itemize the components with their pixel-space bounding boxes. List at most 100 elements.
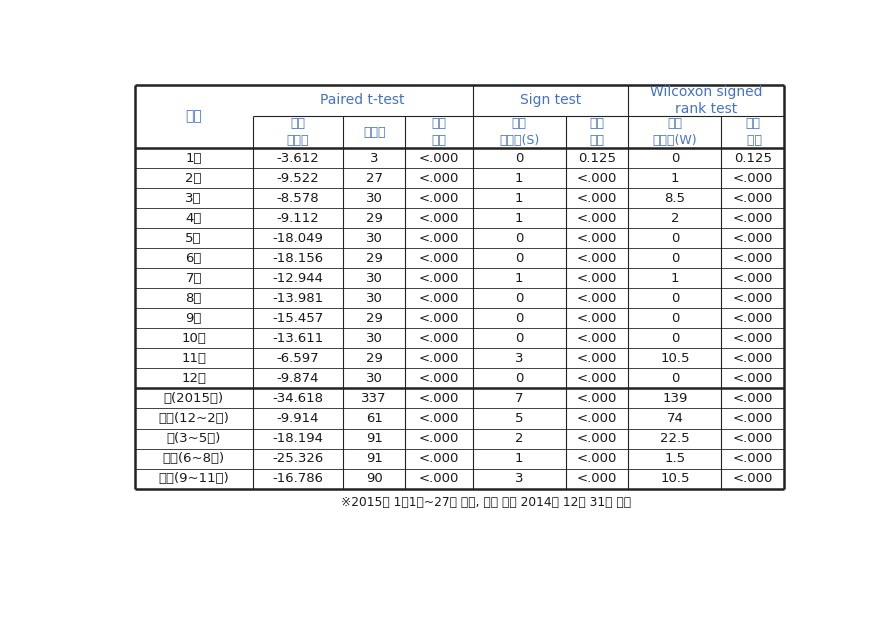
Text: 0: 0	[671, 252, 679, 265]
Text: <.000: <.000	[732, 412, 773, 425]
Text: 0: 0	[671, 332, 679, 345]
Text: 1: 1	[670, 172, 679, 185]
Text: 30: 30	[366, 332, 383, 345]
Text: 30: 30	[366, 232, 383, 245]
Text: 0: 0	[515, 152, 523, 165]
Text: 4월: 4월	[185, 212, 202, 225]
Text: 91: 91	[366, 452, 383, 465]
Text: -15.457: -15.457	[272, 312, 323, 325]
Text: 1월: 1월	[185, 152, 202, 165]
Text: <.000: <.000	[732, 191, 773, 205]
Text: 1: 1	[515, 172, 523, 185]
Text: <.000: <.000	[419, 372, 459, 385]
Text: 유의
확률: 유의 확률	[589, 118, 604, 147]
Text: <.000: <.000	[577, 412, 617, 425]
Text: -18.156: -18.156	[272, 252, 323, 265]
Text: <.000: <.000	[577, 392, 617, 405]
Text: -9.112: -9.112	[277, 212, 320, 225]
Text: -25.326: -25.326	[272, 452, 323, 465]
Text: -3.612: -3.612	[277, 152, 320, 165]
Text: -9.874: -9.874	[277, 372, 320, 385]
Text: 연(2015년): 연(2015년)	[164, 392, 223, 405]
Text: <.000: <.000	[732, 372, 773, 385]
Text: 2: 2	[670, 212, 679, 225]
Text: 유의
확률: 유의 확률	[432, 118, 447, 147]
Text: 0: 0	[515, 372, 523, 385]
Text: -6.597: -6.597	[277, 352, 320, 365]
Text: 기간: 기간	[185, 109, 202, 124]
Text: <.000: <.000	[577, 232, 617, 245]
Text: <.000: <.000	[577, 292, 617, 305]
Text: 0: 0	[671, 312, 679, 325]
Text: 7: 7	[515, 392, 523, 405]
Text: <.000: <.000	[732, 252, 773, 265]
Text: 검정
통계량(S): 검정 통계량(S)	[499, 118, 539, 147]
Text: 10월: 10월	[182, 332, 206, 345]
Text: <.000: <.000	[577, 332, 617, 345]
Text: 유의
 확률: 유의 확률	[743, 118, 762, 147]
Text: 27: 27	[366, 172, 383, 185]
Text: 2월: 2월	[185, 172, 202, 185]
Text: <.000: <.000	[419, 392, 459, 405]
Text: 30: 30	[366, 272, 383, 285]
Text: <.000: <.000	[732, 292, 773, 305]
Text: <.000: <.000	[419, 312, 459, 325]
Text: 30: 30	[366, 372, 383, 385]
Text: 검정
통계량(W): 검정 통계량(W)	[652, 118, 697, 147]
Text: -18.049: -18.049	[272, 232, 323, 245]
Text: 74: 74	[667, 412, 684, 425]
Text: <.000: <.000	[419, 292, 459, 305]
Text: 0: 0	[671, 152, 679, 165]
Text: -16.786: -16.786	[272, 472, 323, 485]
Text: 5: 5	[515, 412, 523, 425]
Text: 0: 0	[515, 292, 523, 305]
Text: <.000: <.000	[732, 172, 773, 185]
Text: 0: 0	[515, 252, 523, 265]
Text: 9월: 9월	[185, 312, 202, 325]
Text: 봄(3~5월): 봄(3~5월)	[166, 432, 221, 445]
Text: <.000: <.000	[577, 452, 617, 465]
Text: 검정
통계량: 검정 통계량	[287, 118, 309, 147]
Text: 5월: 5월	[185, 232, 202, 245]
Text: 10.5: 10.5	[660, 472, 690, 485]
Text: 8월: 8월	[185, 292, 202, 305]
Text: 337: 337	[361, 392, 387, 405]
Text: 61: 61	[366, 412, 383, 425]
Text: <.000: <.000	[419, 152, 459, 165]
Text: -12.944: -12.944	[272, 272, 323, 285]
Text: 139: 139	[662, 392, 687, 405]
Text: 30: 30	[366, 191, 383, 205]
Text: <.000: <.000	[419, 172, 459, 185]
Text: <.000: <.000	[419, 272, 459, 285]
Text: -34.618: -34.618	[272, 392, 323, 405]
Text: 가을(9~11월): 가을(9~11월)	[158, 472, 229, 485]
Text: 0.125: 0.125	[733, 152, 772, 165]
Text: 1: 1	[670, 272, 679, 285]
Text: <.000: <.000	[577, 272, 617, 285]
Text: <.000: <.000	[419, 212, 459, 225]
Text: -13.981: -13.981	[272, 292, 323, 305]
Text: 0.125: 0.125	[578, 152, 616, 165]
Text: 29: 29	[366, 212, 383, 225]
Text: 0: 0	[671, 232, 679, 245]
Text: 0: 0	[515, 332, 523, 345]
Text: 22.5: 22.5	[660, 432, 690, 445]
Text: <.000: <.000	[577, 472, 617, 485]
Text: 1: 1	[515, 191, 523, 205]
Text: <.000: <.000	[577, 372, 617, 385]
Text: -13.611: -13.611	[272, 332, 323, 345]
Text: <.000: <.000	[732, 392, 773, 405]
Text: 29: 29	[366, 312, 383, 325]
Text: 자유도: 자유도	[363, 126, 385, 138]
Text: <.000: <.000	[577, 212, 617, 225]
Text: 0: 0	[515, 312, 523, 325]
Text: -18.194: -18.194	[272, 432, 323, 445]
Text: -9.914: -9.914	[277, 412, 320, 425]
Text: 0: 0	[671, 372, 679, 385]
Text: 1: 1	[515, 452, 523, 465]
Text: 6월: 6월	[185, 252, 202, 265]
Text: 3: 3	[515, 472, 523, 485]
Text: <.000: <.000	[732, 352, 773, 365]
Text: <.000: <.000	[577, 312, 617, 325]
Text: ※2015년 1월1일~27일 결측, 곸울 자료 2014년 12월 31일 결측: ※2015년 1월1일~27일 결측, 곸울 자료 2014년 12월 31일 …	[341, 496, 631, 509]
